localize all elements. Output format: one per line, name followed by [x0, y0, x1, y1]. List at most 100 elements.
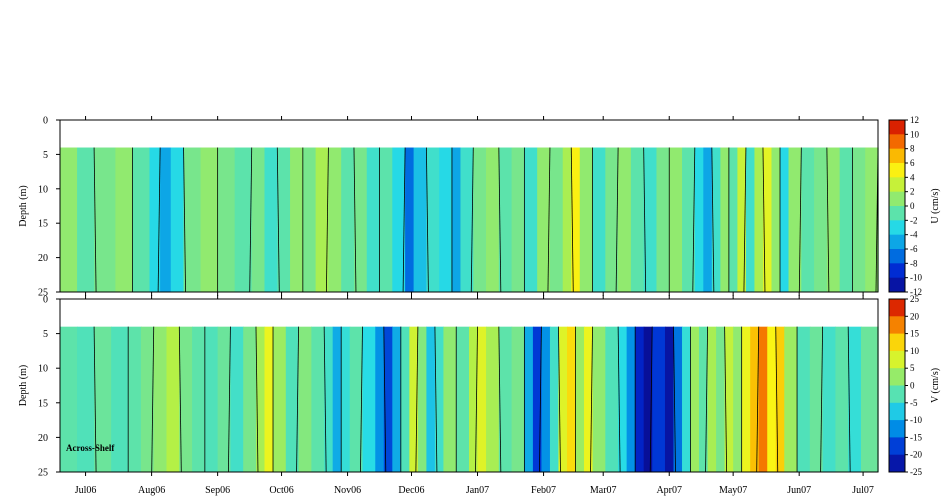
data-band — [341, 326, 351, 472]
x-tick-label: May07 — [719, 485, 747, 496]
contour-line — [323, 326, 327, 473]
data-band — [741, 326, 751, 472]
contour-line — [183, 147, 186, 293]
contour-line — [475, 326, 478, 473]
colorbar-segment — [889, 277, 905, 293]
contour-line — [255, 326, 259, 473]
plot-frame — [59, 119, 879, 293]
contour-line — [558, 326, 561, 473]
data-band — [814, 147, 828, 292]
data-band — [111, 326, 129, 472]
data-band — [160, 147, 172, 292]
contour-line — [178, 326, 182, 473]
data-band — [767, 326, 777, 472]
colorbar-segment — [889, 333, 905, 352]
contour-line — [498, 326, 502, 473]
colorbar-segment — [889, 234, 905, 250]
data-band — [682, 147, 696, 292]
data-band — [682, 326, 692, 472]
data-band — [243, 326, 257, 472]
data-band — [426, 326, 436, 472]
data-band — [264, 147, 278, 292]
contour-line — [151, 326, 155, 473]
x-tick-label: Aug06 — [138, 485, 165, 496]
colorbar-segment — [889, 134, 905, 150]
colorbar-tick-label: -25 — [910, 467, 922, 477]
y-tick-label: 5 — [43, 329, 48, 340]
data-band — [694, 147, 704, 292]
contour-line — [617, 326, 621, 473]
panel-annotation: Across-Shelf — [66, 443, 115, 453]
contour-line — [360, 326, 363, 473]
data-band — [579, 147, 594, 292]
data-band — [353, 147, 368, 292]
data-band — [852, 147, 866, 292]
colorbar-tick-label: 15 — [910, 329, 920, 339]
data-band — [618, 326, 628, 472]
data-band — [630, 147, 645, 292]
colorbar-tick-label: -10 — [910, 415, 922, 425]
data-band — [728, 147, 739, 292]
y-tick-label: 5 — [43, 150, 48, 161]
contour-line — [157, 147, 161, 293]
contour-line — [615, 147, 619, 293]
data-band — [192, 326, 206, 472]
data-band — [128, 326, 142, 472]
data-band — [754, 147, 764, 292]
colorbar-segment — [889, 402, 905, 421]
contour-line — [711, 147, 715, 293]
data-band — [575, 326, 585, 472]
x-tick-label: Jul07 — [852, 485, 874, 496]
data-band — [486, 326, 500, 472]
y-axis-title: Depth (m) — [18, 185, 29, 226]
data-band — [826, 147, 841, 292]
colorbar-tick-label: 10 — [910, 346, 920, 356]
contour-line — [249, 147, 253, 293]
colorbar-tick-label: 8 — [910, 144, 915, 154]
data-band — [865, 147, 879, 292]
data-band — [584, 326, 594, 472]
data-band — [315, 147, 330, 292]
colorbar-segment — [889, 385, 905, 404]
data-band — [822, 326, 836, 472]
colorbar-segment — [889, 177, 905, 193]
data-band — [383, 326, 393, 472]
colorbar-segment — [889, 206, 905, 221]
data-band — [285, 326, 300, 472]
data-band — [566, 326, 577, 472]
data-band — [524, 147, 538, 292]
data-band — [762, 147, 773, 292]
contour-line — [353, 147, 357, 293]
contour-line — [724, 326, 728, 473]
contour-line — [276, 147, 280, 293]
colorbar-tick-label: 2 — [910, 187, 915, 197]
colorbar-segment — [889, 454, 905, 473]
data-band — [733, 326, 743, 472]
data-band — [443, 326, 457, 472]
contour-line — [425, 147, 429, 293]
colorbar-segment — [889, 368, 905, 386]
x-tick-label: Apr07 — [656, 485, 682, 496]
contour-line — [547, 147, 551, 293]
contour-line — [743, 147, 747, 293]
panel-bottom: 0 5 10 15 20 25 Depth (m) Across-Shelf 25 20 15 10 5… — [18, 294, 941, 479]
data-band — [179, 326, 193, 472]
colorbar-segment — [889, 437, 905, 456]
data-band — [511, 147, 525, 292]
data-band — [562, 147, 572, 292]
data-band — [797, 326, 811, 472]
data-band — [707, 326, 717, 472]
y-tick-label: 20 — [38, 433, 48, 444]
data-band — [149, 147, 161, 292]
x-tick-label: Dec06 — [398, 485, 424, 496]
contour-line — [326, 147, 329, 293]
data-band — [711, 147, 721, 292]
y-tick-label: 0 — [43, 116, 48, 127]
data-band — [541, 326, 551, 472]
y-tick-label: 0 — [43, 295, 48, 306]
x-tick-label: Jun07 — [787, 485, 811, 496]
colorbar-segment — [889, 191, 905, 207]
data-band — [349, 326, 364, 472]
data-band — [298, 326, 312, 472]
